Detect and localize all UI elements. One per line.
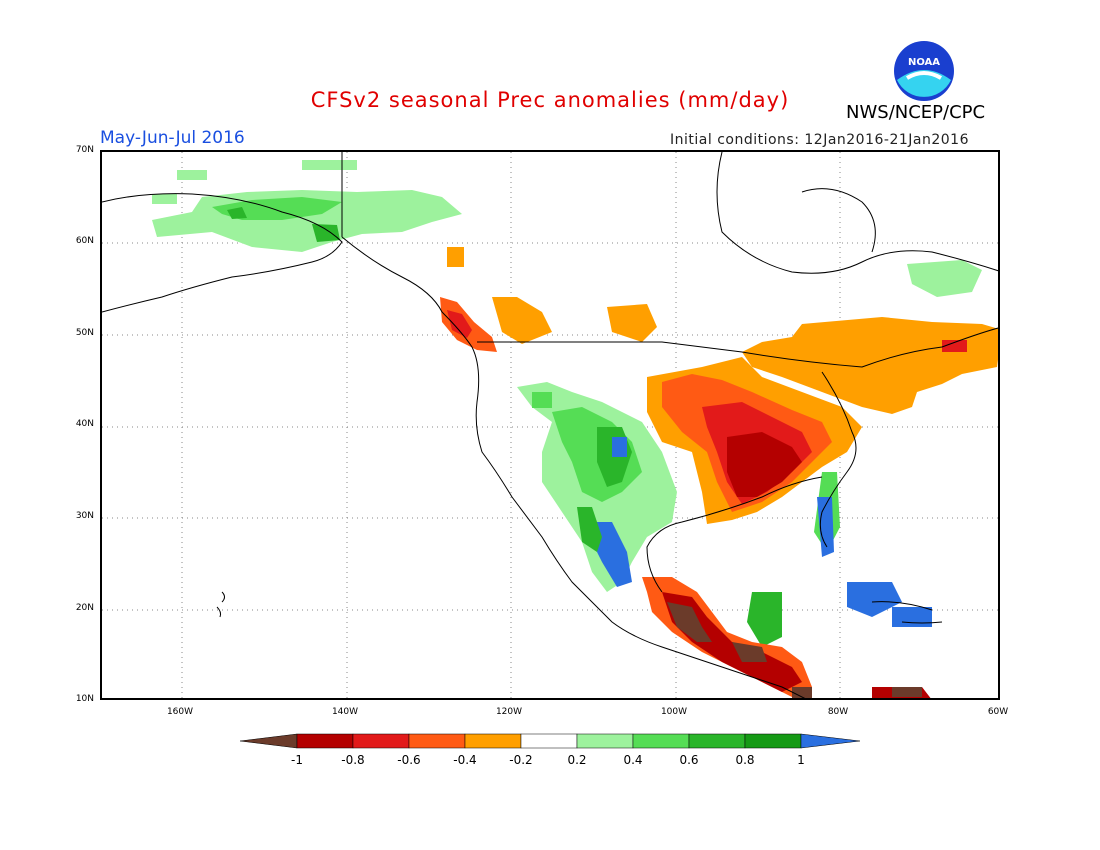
- colorbar-label: 0.6: [679, 753, 699, 767]
- lon-label: 100W: [660, 707, 688, 717]
- central-us-dry-region: [647, 357, 862, 524]
- agency-label: NWS/NCEP/CPC: [846, 102, 986, 123]
- colorbar-swatch: [464, 733, 522, 749]
- colorbar-swatch: [296, 733, 354, 749]
- colorbar-label: -0.8: [341, 753, 365, 767]
- colorbar-swatch: [688, 733, 746, 749]
- noaa-logo-text: NOAA: [908, 57, 940, 68]
- colorbar-swatch: [632, 733, 690, 749]
- colorbar-label: 1: [797, 753, 805, 767]
- southwest-wet-region: [517, 382, 932, 647]
- lon-label: 120W: [495, 707, 523, 717]
- colorbar-swatch: [800, 733, 860, 749]
- lat-label: 70N: [75, 145, 94, 155]
- colorbar-swatch: [352, 733, 410, 749]
- alaska-wet-region: [152, 160, 982, 297]
- lon-label: 80W: [827, 707, 849, 717]
- colorbar-swatch: [408, 733, 466, 749]
- lon-label: 140W: [331, 707, 359, 717]
- colorbar-swatch: [576, 733, 634, 749]
- eastern-canada-dry-region: [607, 304, 998, 414]
- colorbar-label: -1: [291, 753, 303, 767]
- colorbar-label: 0.8: [735, 753, 755, 767]
- coastlines: [102, 152, 998, 698]
- colorbar-swatch: [744, 733, 802, 749]
- lat-label: 30N: [75, 511, 94, 521]
- pacific-nw-dry-region: [440, 247, 552, 352]
- lon-label: 60W: [987, 707, 1009, 717]
- lat-label: 40N: [75, 419, 94, 429]
- colorbar-label: -0.2: [509, 753, 533, 767]
- colorbar-swatch: [520, 733, 578, 749]
- colorbar: [240, 733, 860, 749]
- lat-label: 10N: [75, 694, 94, 704]
- lat-label: 20N: [75, 603, 94, 613]
- lat-label: 60N: [75, 236, 94, 246]
- colorbar-label: 0.2: [567, 753, 587, 767]
- central-america-dry-region: [642, 577, 931, 698]
- forecast-period: May-Jun-Jul 2016: [100, 128, 245, 148]
- colorbar-label: 0.4: [623, 753, 643, 767]
- map-canvas: [102, 152, 998, 698]
- colorbar-label: -0.6: [397, 753, 421, 767]
- noaa-logo: NOAA: [894, 41, 954, 101]
- initial-conditions: Initial conditions: 12Jan2016-21Jan2016: [670, 132, 969, 148]
- colorbar-label: -0.4: [453, 753, 477, 767]
- colorbar-swatch: [240, 733, 298, 749]
- map-title: CFSv2 seasonal Prec anomalies (mm/day): [310, 88, 790, 112]
- lat-label: 50N: [75, 328, 94, 338]
- lon-label: 160W: [166, 707, 194, 717]
- anomaly-map: [100, 150, 1000, 700]
